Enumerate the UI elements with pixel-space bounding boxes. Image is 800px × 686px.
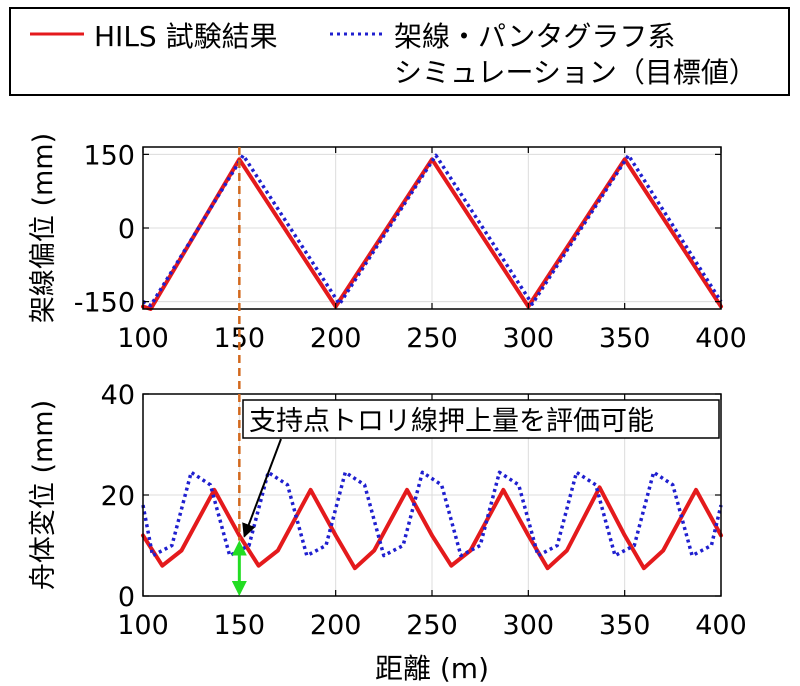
y-tick-label: 0 [118, 214, 135, 245]
y-tick-label: 150 [83, 140, 135, 171]
y-tick-label: 20 [101, 481, 135, 512]
x-tick-label: 150 [214, 610, 266, 641]
x-axis-label: 距離 (m) [375, 652, 489, 685]
x-tick-label: 300 [503, 610, 555, 641]
y-tick-label: -150 [74, 288, 135, 319]
x-tick-label: 200 [310, 323, 362, 354]
x-tick-label: 400 [695, 323, 747, 354]
x-tick-label: 250 [406, 610, 458, 641]
annotation-text: 支持点トロリ線押上量を評価可能 [249, 406, 654, 437]
x-tick-label: 100 [117, 610, 169, 641]
x-tick-label: 350 [599, 323, 651, 354]
y-tick-label: 0 [118, 582, 135, 613]
y-axis-label-2: 舟体変位 (mm) [28, 400, 59, 590]
series-line-2-hils [141, 485, 723, 571]
y-axis-label-1: 架線偏位 (mm) [28, 133, 59, 323]
y-tick-label: 40 [101, 380, 135, 411]
x-tick-label: 400 [695, 610, 747, 641]
legend-label-hils: HILS 試験結果 [94, 20, 278, 53]
x-tick-label: 100 [117, 323, 169, 354]
legend-box [9, 7, 790, 96]
annotation-box [242, 399, 720, 439]
x-tick-label: 300 [503, 323, 555, 354]
legend-label-simulation-line2: シミュレーション（目標値） [394, 56, 757, 89]
annotation-arrow [242, 438, 282, 538]
legend-label-simulation-line1: 架線・パンタグラフ系 [394, 20, 675, 53]
x-tick-label: 350 [599, 610, 651, 641]
x-tick-label: 200 [310, 610, 362, 641]
series-line-1-simulation [142, 153, 723, 308]
x-tick-label: 250 [406, 323, 458, 354]
